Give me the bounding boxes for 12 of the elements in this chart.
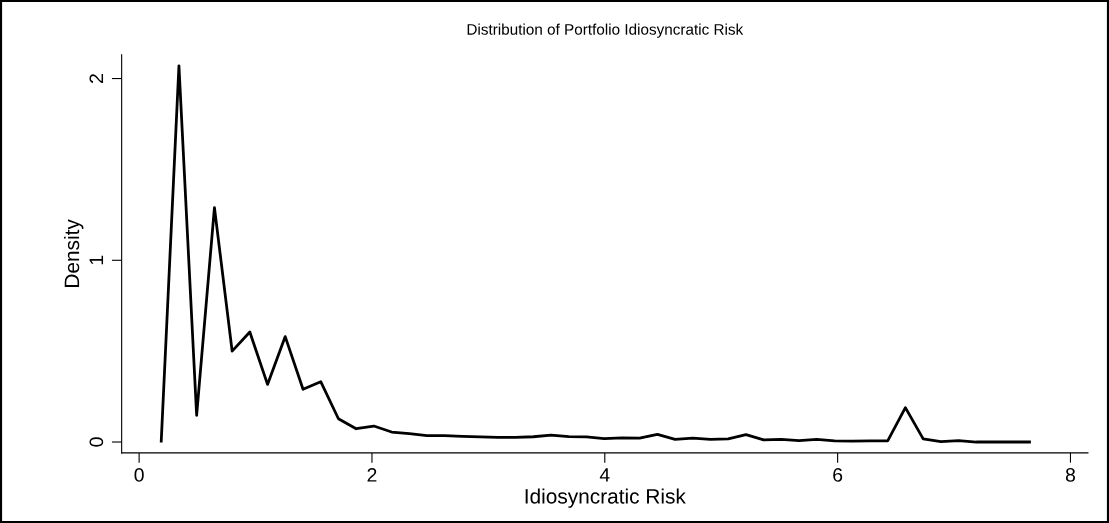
x-tick-label: 0 [134, 468, 144, 482]
y-tick-label: 1 [89, 255, 104, 265]
x-tick-label: 8 [1065, 468, 1076, 482]
y-tick-label: 0 [89, 437, 104, 447]
y-tick-label: 2 [89, 74, 104, 83]
x-tick-label: 6 [833, 468, 843, 482]
line-series [159, 64, 1031, 444]
x-tick-label: 2 [367, 468, 377, 482]
x-axis-title: Idiosyncratic Risk [525, 488, 686, 508]
chart-title: Distribution of Portfolio Idiosyncratic Risk [467, 23, 744, 38]
x-tick-label: 4 [599, 468, 610, 482]
y-axis-title: Density [63, 219, 84, 287]
